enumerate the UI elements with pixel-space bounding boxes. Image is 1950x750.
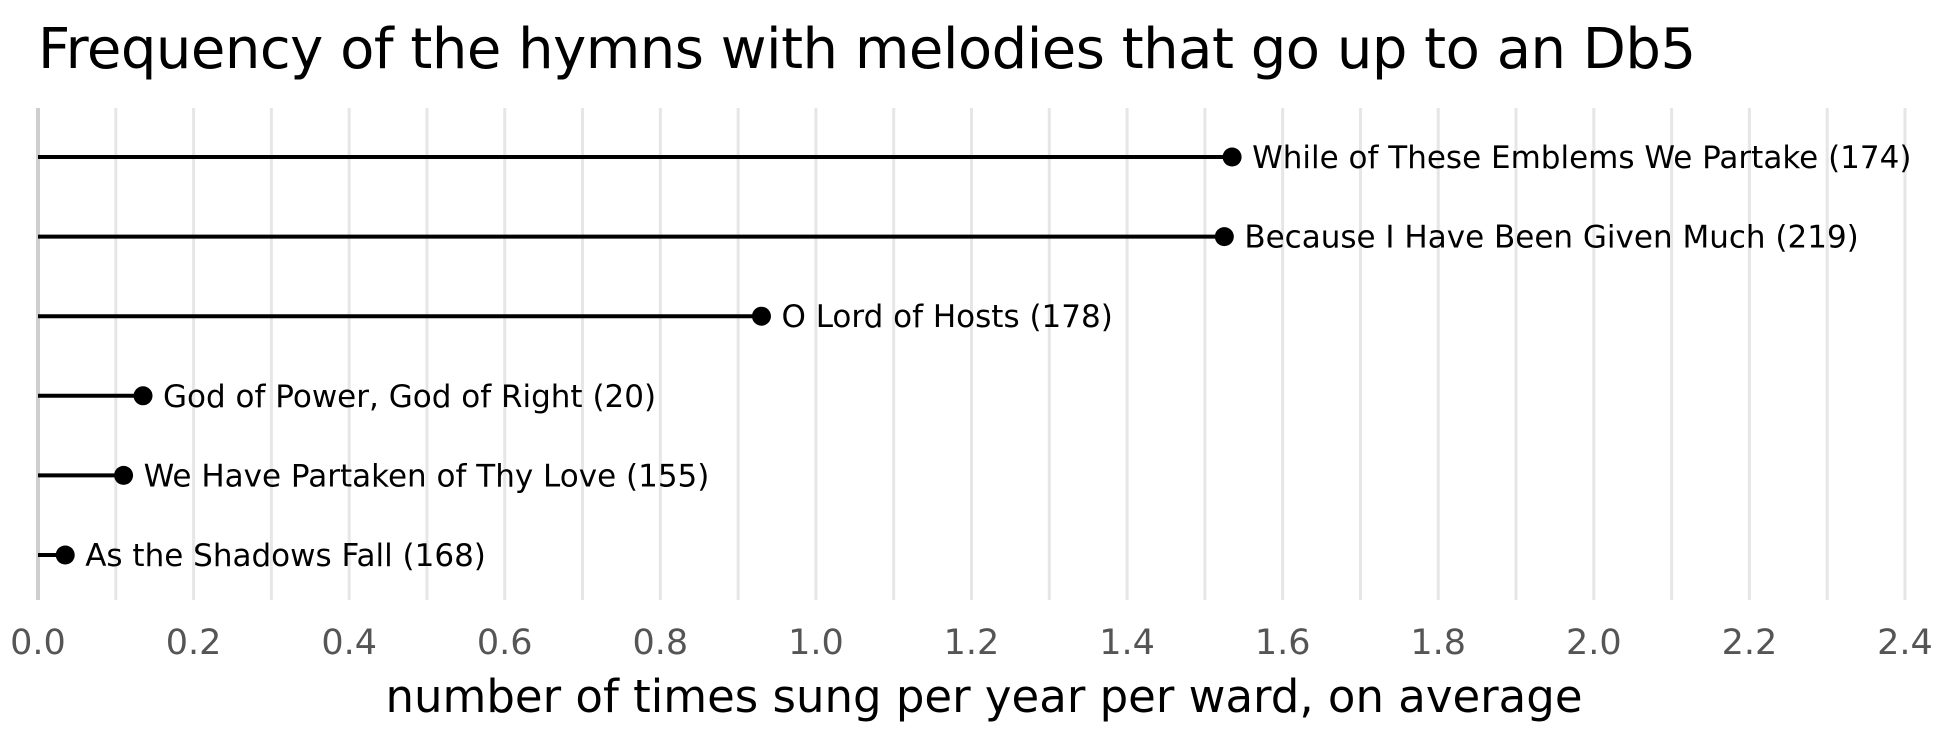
x-tick-label: 0.6 <box>477 623 533 663</box>
lollipop-dot <box>1214 227 1234 247</box>
lollipop-dot <box>133 386 153 406</box>
lollipop-dot <box>1222 147 1242 167</box>
point-label: O Lord of Hosts (178) <box>781 299 1112 335</box>
x-tick-label: 2.2 <box>1722 623 1778 663</box>
lollipop-dot <box>55 545 75 565</box>
x-tick-label: 0.2 <box>166 623 222 663</box>
x-axis-ticks: 0.0 0.2 0.4 0.6 0.8 1.0 1.2 1.4 1.6 1.8 2.0 2.2 2.4 <box>10 623 1933 663</box>
x-tick-label: 2.4 <box>1877 623 1933 663</box>
point-label: As the Shadows Fall (168) <box>85 538 486 574</box>
x-axis-title: number of times sung per year per ward, … <box>385 670 1582 723</box>
point-label: While of These Emblems We Partake (174) <box>1252 140 1911 176</box>
x-tick-label: 2.0 <box>1566 623 1622 663</box>
lollipop-dot <box>751 306 771 326</box>
x-tick-label: 0.0 <box>10 623 66 663</box>
x-tick-label: 0.8 <box>632 623 688 663</box>
point-label: Because I Have Been Given Much (219) <box>1244 220 1858 256</box>
chart-title: Frequency of the hymns with melodies tha… <box>38 17 1696 82</box>
x-tick-label: 1.4 <box>1099 623 1155 663</box>
point-label: God of Power, God of Right (20) <box>163 379 656 415</box>
x-tick-label: 1.2 <box>944 623 1000 663</box>
lollipop-dot <box>114 465 134 485</box>
x-tick-label: 0.4 <box>321 623 377 663</box>
grid-lines <box>36 108 1907 600</box>
chart-marks: While of These Emblems We Partake (174) B… <box>38 140 1911 574</box>
x-tick-label: 1.0 <box>788 623 844 663</box>
point-label: We Have Partaken of Thy Love (155) <box>144 458 710 494</box>
x-tick-label: 1.8 <box>1410 623 1466 663</box>
x-tick-label: 1.6 <box>1255 623 1311 663</box>
